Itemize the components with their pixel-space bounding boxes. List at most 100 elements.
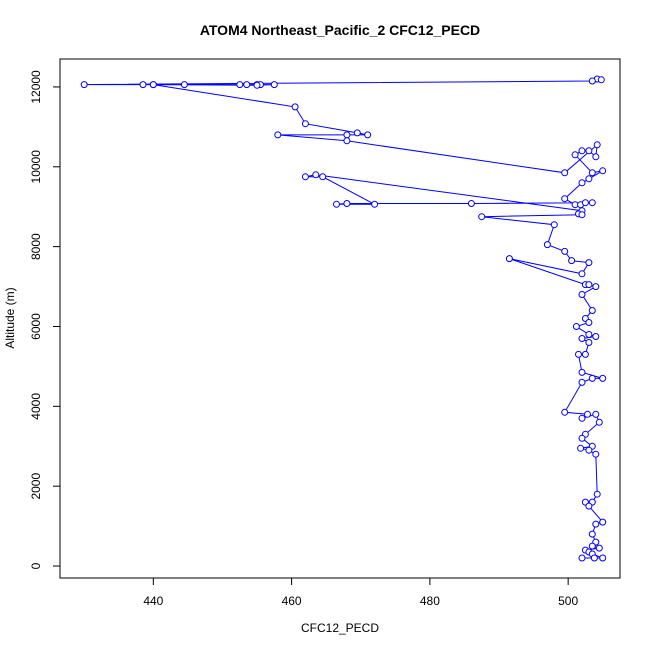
x-axis-label: CFC12_PECD bbox=[301, 621, 379, 635]
x-tick-label: 460 bbox=[282, 594, 302, 608]
data-point bbox=[364, 131, 372, 139]
y-tick-label: 0 bbox=[29, 562, 43, 569]
data-point bbox=[274, 131, 282, 139]
y-tick-label: 6000 bbox=[29, 313, 43, 340]
data-point bbox=[253, 81, 261, 89]
chart-title: ATOM4 Northeast_Pacific_2 CFC12_PECD bbox=[200, 22, 480, 38]
data-point bbox=[585, 331, 593, 338]
data-point bbox=[593, 141, 601, 149]
data-point bbox=[578, 211, 586, 219]
data-point bbox=[599, 554, 607, 562]
data-point bbox=[550, 221, 558, 229]
data-point bbox=[581, 350, 589, 358]
data-point bbox=[236, 81, 244, 89]
data-point bbox=[597, 76, 605, 84]
data-point bbox=[80, 81, 88, 89]
data-point bbox=[319, 173, 327, 181]
data-point bbox=[578, 434, 586, 442]
data-point bbox=[561, 195, 569, 203]
y-tick-label: 10000 bbox=[29, 150, 43, 184]
plot-frame bbox=[59, 58, 621, 579]
data-point bbox=[588, 77, 596, 85]
data-point bbox=[578, 378, 586, 386]
data-point bbox=[592, 520, 600, 528]
series-layer bbox=[80, 75, 607, 562]
data-point bbox=[312, 171, 320, 179]
data-point bbox=[568, 257, 576, 265]
data-point bbox=[590, 554, 598, 562]
data-point bbox=[588, 542, 596, 550]
data-point bbox=[585, 502, 593, 510]
data-point bbox=[571, 151, 579, 159]
data-point bbox=[301, 120, 309, 128]
data-point bbox=[578, 270, 586, 278]
data-point bbox=[593, 490, 601, 498]
data-point bbox=[588, 374, 596, 382]
data-point bbox=[595, 418, 603, 426]
data-point bbox=[333, 200, 340, 208]
data-point bbox=[578, 291, 586, 298]
data-point bbox=[578, 554, 586, 562]
data-point bbox=[592, 450, 600, 458]
data-point bbox=[595, 544, 603, 552]
data-point bbox=[599, 518, 607, 526]
data-point bbox=[543, 241, 551, 249]
data-point bbox=[343, 200, 351, 207]
data-point bbox=[592, 333, 600, 340]
series-line bbox=[84, 78, 604, 559]
data-point bbox=[561, 169, 569, 177]
data-point bbox=[585, 175, 593, 183]
x-axis-ticks: 440 460 480 500 bbox=[143, 578, 578, 608]
data-point bbox=[577, 444, 585, 452]
y-tick-label: 12000 bbox=[29, 70, 43, 104]
data-point bbox=[139, 81, 147, 89]
data-point bbox=[592, 153, 600, 161]
data-point bbox=[578, 368, 586, 376]
data-point bbox=[585, 339, 593, 346]
y-tick-label: 4000 bbox=[29, 393, 43, 420]
data-point bbox=[578, 147, 586, 155]
data-point bbox=[561, 247, 569, 255]
data-point bbox=[578, 179, 586, 187]
data-point bbox=[585, 259, 593, 267]
data-point bbox=[343, 131, 351, 139]
data-point bbox=[467, 200, 475, 207]
data-point bbox=[243, 81, 251, 89]
data-point bbox=[561, 408, 569, 416]
data-point bbox=[343, 137, 351, 145]
data-point bbox=[371, 200, 379, 208]
data-point bbox=[581, 199, 589, 207]
x-tick-label: 480 bbox=[420, 594, 440, 608]
data-point bbox=[353, 129, 361, 137]
x-tick-label: 500 bbox=[558, 594, 578, 608]
x-tick-label: 440 bbox=[143, 594, 163, 608]
data-point bbox=[149, 81, 157, 89]
data-point bbox=[585, 147, 593, 155]
y-axis-label: Altitude (m) bbox=[3, 287, 17, 348]
data-point bbox=[588, 307, 596, 314]
data-point bbox=[592, 410, 600, 418]
data-point bbox=[505, 255, 513, 263]
data-point bbox=[588, 169, 596, 177]
data-point bbox=[585, 319, 593, 326]
data-point bbox=[301, 173, 309, 181]
y-tick-label: 2000 bbox=[29, 473, 43, 500]
data-point bbox=[578, 414, 586, 422]
data-point bbox=[599, 167, 607, 175]
y-axis-ticks: 0 2000 4000 6000 8000 10000 12000 bbox=[29, 70, 60, 569]
y-tick-label: 8000 bbox=[29, 233, 43, 260]
data-point bbox=[575, 350, 582, 358]
data-point bbox=[572, 323, 580, 330]
data-point bbox=[588, 530, 596, 538]
data-point bbox=[270, 81, 278, 89]
data-point bbox=[585, 281, 593, 289]
data-point bbox=[291, 103, 299, 111]
data-point bbox=[180, 81, 188, 89]
data-point bbox=[584, 410, 591, 418]
data-point bbox=[592, 283, 600, 291]
data-point bbox=[478, 213, 486, 221]
data-point bbox=[578, 335, 586, 342]
data-point bbox=[599, 374, 607, 382]
data-point bbox=[588, 199, 596, 207]
